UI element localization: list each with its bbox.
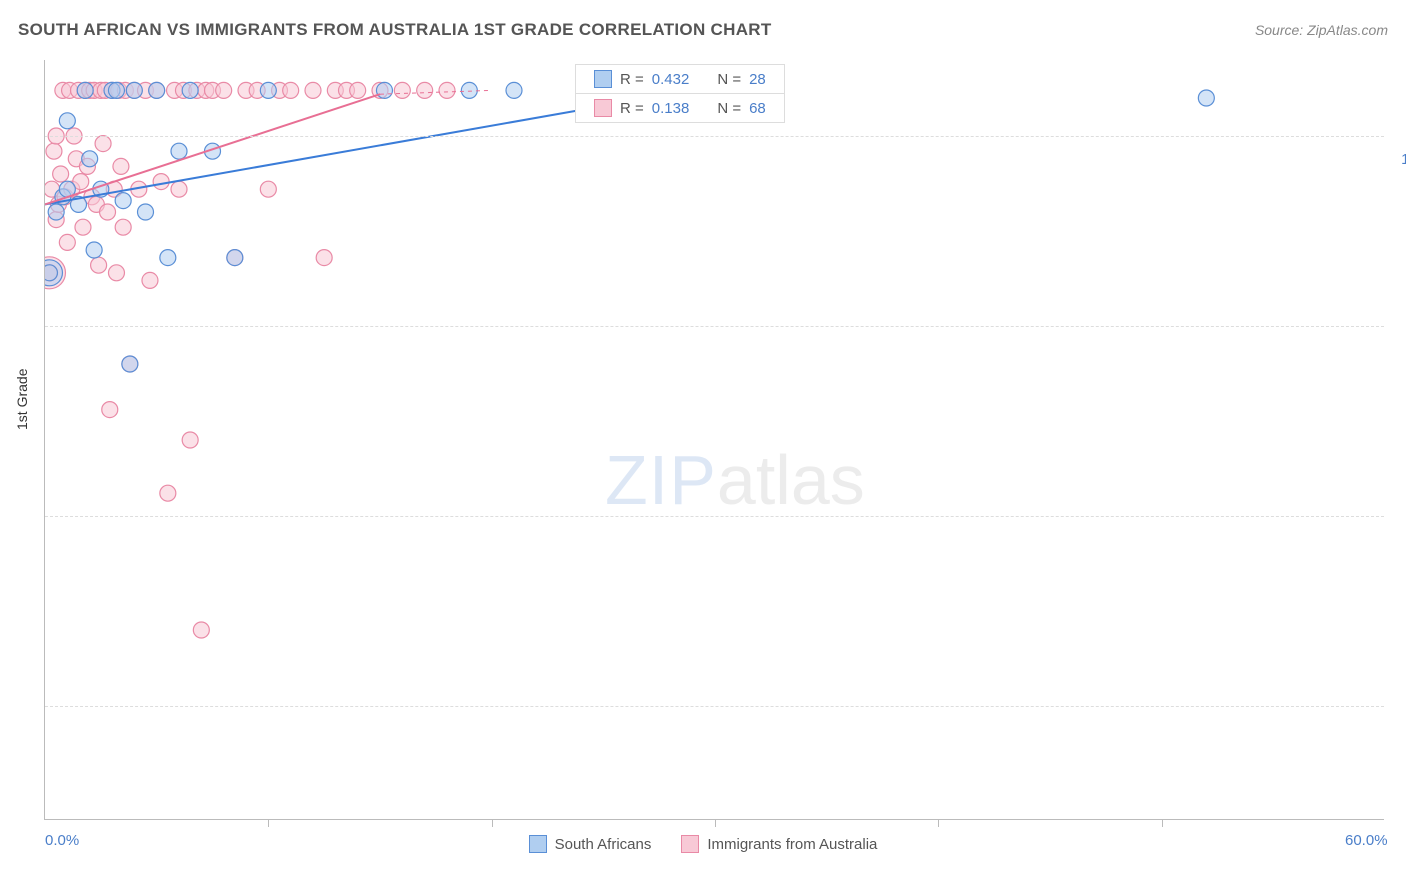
ytick-label: 92.5%	[1392, 721, 1406, 738]
n-label-1: N =	[717, 71, 741, 88]
xtick-minor	[715, 819, 716, 827]
n-value-2: 68	[749, 100, 766, 117]
chart-source: Source: ZipAtlas.com	[1255, 22, 1388, 38]
gridline-h	[45, 706, 1384, 707]
gridline-h	[45, 136, 1384, 137]
ytick-label: 97.5%	[1392, 341, 1406, 358]
n-label-2: N =	[717, 100, 741, 117]
plot-area: ZIPatlas R = 0.432 N = 28 R = 0.138 N = …	[44, 60, 1384, 820]
xtick-minor	[1162, 819, 1163, 827]
y-axis-label: 1st Grade	[14, 369, 30, 430]
legend-stats-row-2: R = 0.138 N = 68	[576, 93, 784, 122]
r-label-1: R =	[620, 71, 644, 88]
gridline-h	[45, 516, 1384, 517]
gridline-h	[45, 326, 1384, 327]
r-value-1: 0.432	[652, 71, 690, 88]
xtick-minor	[492, 819, 493, 827]
n-value-1: 28	[749, 71, 766, 88]
chart-title: SOUTH AFRICAN VS IMMIGRANTS FROM AUSTRAL…	[18, 20, 772, 40]
swatch-blue-icon	[529, 835, 547, 853]
ytick-label: 95.0%	[1392, 531, 1406, 548]
xtick-minor	[268, 819, 269, 827]
legend-label-2: Immigrants from Australia	[707, 836, 877, 853]
legend-stats: R = 0.432 N = 28 R = 0.138 N = 68	[575, 64, 785, 123]
legend-item-south-africans: South Africans	[529, 835, 652, 853]
swatch-pink-icon	[681, 835, 699, 853]
ytick-label: 100.0%	[1392, 151, 1406, 168]
xtick-minor	[938, 819, 939, 827]
chart-header: SOUTH AFRICAN VS IMMIGRANTS FROM AUSTRAL…	[18, 20, 1388, 40]
swatch-blue-icon	[594, 70, 612, 88]
r-label-2: R =	[620, 100, 644, 117]
legend-label-1: South Africans	[555, 836, 652, 853]
legend-stats-row-1: R = 0.432 N = 28	[576, 65, 784, 93]
legend-bottom: South Africans Immigrants from Australia	[0, 835, 1406, 853]
swatch-pink-icon	[594, 99, 612, 117]
r-value-2: 0.138	[652, 100, 690, 117]
legend-item-immigrants: Immigrants from Australia	[681, 835, 877, 853]
